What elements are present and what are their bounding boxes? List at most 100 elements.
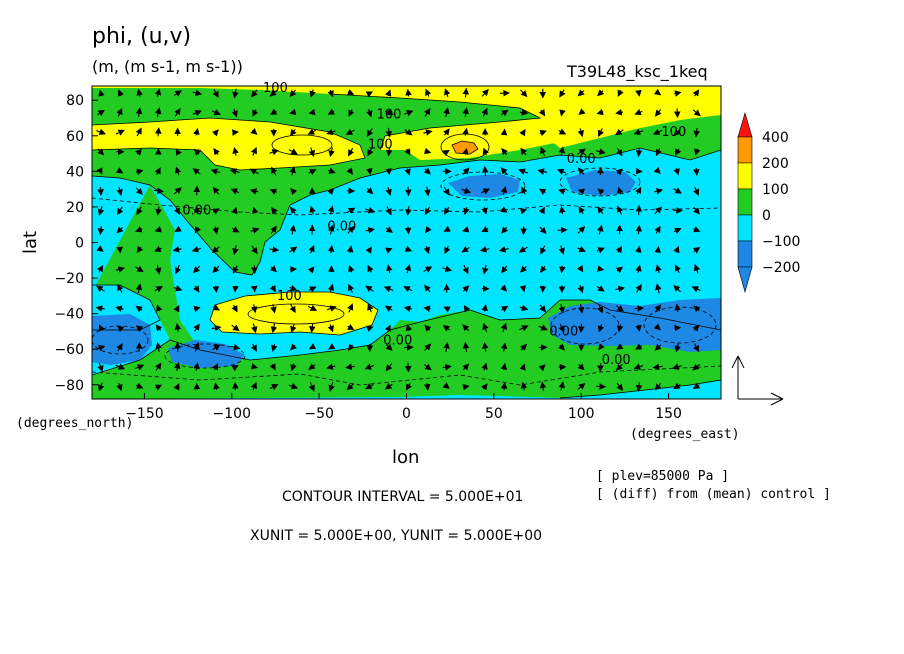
colorbar-swatch — [737, 188, 753, 216]
wind-vector — [249, 168, 259, 175]
wind-vector — [423, 266, 433, 273]
wind-vector — [385, 109, 394, 116]
wind-vector — [404, 362, 412, 373]
y-axis-label: lat — [20, 230, 41, 254]
wind-vector — [539, 381, 547, 391]
wind-vector — [173, 285, 183, 292]
wind-vector — [192, 110, 202, 117]
wind-vector — [386, 264, 393, 274]
wind-vector — [462, 107, 469, 118]
wind-vector — [213, 148, 220, 156]
wind-vector — [693, 263, 701, 274]
wind-vector — [327, 205, 335, 215]
wind-vector — [559, 266, 566, 274]
wind-vector — [97, 362, 104, 373]
wind-vector — [212, 304, 220, 311]
wind-vector — [347, 323, 355, 331]
wind-vector — [577, 363, 585, 371]
wind-vector — [134, 364, 145, 371]
wind-vector — [443, 186, 450, 196]
region-orange — [452, 141, 478, 154]
wind-vector — [194, 226, 201, 234]
wind-vector — [635, 204, 643, 215]
wind-vector — [597, 324, 605, 333]
wind-vector — [500, 167, 508, 176]
wind-vector — [364, 363, 375, 370]
wind-vector — [538, 206, 545, 215]
wind-vector — [252, 206, 259, 215]
wind-vector — [519, 265, 528, 273]
wind-vector — [289, 246, 298, 254]
wind-vector — [250, 128, 258, 135]
x-tick-label: 0 — [402, 406, 411, 422]
wind-vector — [212, 88, 219, 98]
wind-vector — [674, 90, 682, 97]
wind-vector — [290, 128, 297, 137]
wind-vector — [367, 264, 374, 273]
wind-vector — [210, 168, 221, 175]
wind-vector — [250, 363, 259, 370]
wind-vector — [385, 148, 393, 157]
wind-vector — [367, 147, 374, 157]
wind-vector — [481, 207, 488, 215]
wind-vector — [404, 128, 413, 136]
wind-vector — [211, 109, 221, 116]
wind-vector — [173, 383, 180, 391]
wind-vector — [691, 286, 701, 293]
wind-vector — [635, 324, 642, 332]
wind-vector — [327, 167, 336, 174]
wind-vector — [519, 285, 527, 293]
contour-label: 0.00 — [602, 353, 631, 368]
wind-vector — [576, 265, 584, 273]
wind-vector — [692, 89, 700, 97]
wind-vector — [443, 107, 450, 118]
x-axis: −150 −100 −50 0 50 100 150 — [125, 393, 682, 422]
wind-vector — [403, 305, 412, 312]
wind-vector — [654, 343, 662, 351]
wind-vector — [326, 305, 337, 312]
wind-vector — [328, 147, 335, 158]
wind-vector — [673, 227, 682, 234]
wind-vector — [443, 306, 451, 313]
wind-vector — [519, 325, 529, 332]
wind-vector — [327, 283, 335, 293]
wind-vector — [481, 107, 488, 117]
wind-vector — [577, 89, 585, 97]
wind-vector — [212, 208, 220, 215]
wind-vector — [462, 383, 470, 391]
wind-vector — [154, 167, 161, 175]
wind-vector — [501, 226, 509, 234]
wind-vector — [136, 206, 143, 216]
wind-vector — [462, 226, 470, 233]
wind-vector — [654, 383, 662, 391]
wind-vector — [595, 383, 607, 390]
wind-vector — [404, 148, 411, 156]
wind-vector — [424, 284, 431, 293]
wind-vector — [442, 149, 450, 157]
wind-vector — [308, 382, 315, 392]
wind-vector — [405, 206, 412, 216]
wind-vector — [481, 165, 489, 176]
wind-vector — [309, 205, 316, 215]
wind-vector — [135, 305, 143, 313]
wind-vector — [424, 343, 432, 351]
wind-vector — [693, 186, 700, 196]
wind-vector — [385, 343, 393, 352]
wind-vector — [269, 89, 278, 97]
wind-vector — [423, 305, 431, 312]
wind-vector — [193, 305, 201, 313]
wind-vector — [617, 186, 624, 195]
wind-vector — [424, 324, 432, 332]
wind-vector — [596, 285, 605, 292]
wind-vector — [231, 206, 238, 215]
wind-vector — [308, 363, 316, 370]
wind-vector — [232, 88, 239, 99]
wind-vector — [97, 264, 104, 273]
wind-vector — [404, 168, 411, 176]
wind-vector — [367, 303, 374, 313]
wind-vector — [250, 381, 257, 391]
wind-vector — [423, 246, 430, 254]
wind-vector — [518, 246, 528, 253]
wind-vector — [97, 344, 106, 352]
wind-vector — [481, 226, 489, 233]
